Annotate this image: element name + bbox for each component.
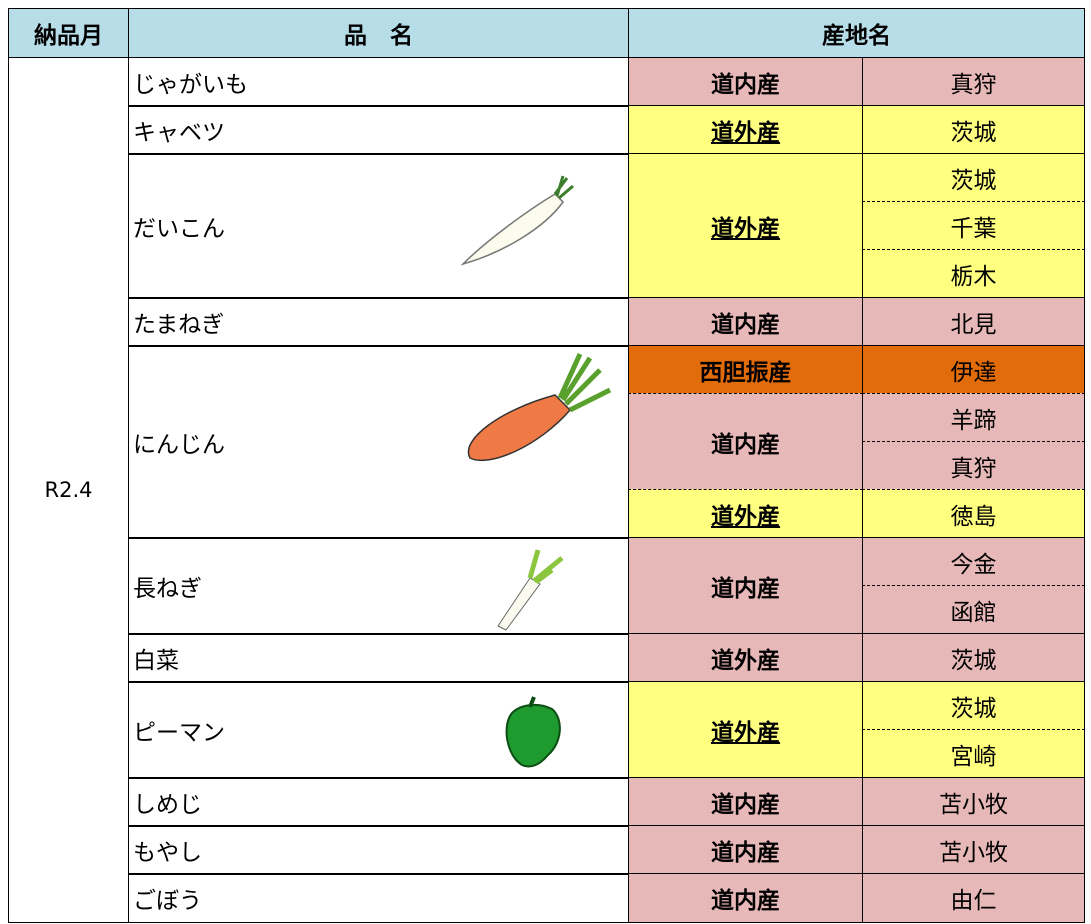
place-cell-text: 由仁 bbox=[950, 887, 997, 914]
item-cell: 白菜 bbox=[128, 633, 629, 683]
region-cell-text: 道内産 bbox=[711, 431, 780, 458]
item-cell-text: ごぼう bbox=[133, 887, 202, 914]
place-cell-text: 茨城 bbox=[950, 167, 997, 194]
item-cell: たまねぎ bbox=[128, 297, 629, 347]
place-cell-text: 宮崎 bbox=[950, 743, 997, 770]
region-cell: 道外産 bbox=[628, 681, 863, 779]
region-cell: 道内産 bbox=[628, 297, 863, 347]
region-cell: 道外産 bbox=[628, 153, 863, 299]
region-cell: 道内産 bbox=[628, 393, 863, 491]
region-cell: 道内産 bbox=[628, 57, 863, 107]
carrot-illustration bbox=[467, 352, 612, 462]
header-origin-text: 産地名 bbox=[822, 23, 891, 49]
item-cell: じゃがいも bbox=[128, 57, 629, 107]
place-cell-text: 函館 bbox=[950, 599, 997, 626]
region-cell-text: 道内産 bbox=[711, 311, 780, 338]
place-cell: 函館 bbox=[862, 585, 1085, 635]
region-cell: 道内産 bbox=[628, 825, 863, 875]
item-cell-text: キャベツ bbox=[133, 119, 225, 146]
place-cell-text: 苫小牧 bbox=[939, 791, 1008, 818]
region-cell: 道外産 bbox=[628, 633, 863, 683]
item-cell: キャベツ bbox=[128, 105, 629, 155]
daikon-illustration bbox=[460, 175, 574, 266]
header-item: 品 名 bbox=[128, 8, 629, 58]
place-cell: 北見 bbox=[862, 297, 1085, 347]
region-cell: 道内産 bbox=[628, 537, 863, 635]
place-cell: 今金 bbox=[862, 537, 1085, 587]
place-cell: 千葉 bbox=[862, 201, 1085, 251]
header-month: 納品月 bbox=[8, 8, 129, 58]
region-cell-text: 道内産 bbox=[711, 791, 780, 818]
place-cell: 伊達 bbox=[862, 345, 1085, 395]
item-cell-text: ピーマン bbox=[133, 719, 225, 746]
region-cell-text: 道外産 bbox=[711, 719, 780, 746]
place-cell: 由仁 bbox=[862, 873, 1085, 923]
region-cell: 西胆振産 bbox=[628, 345, 863, 395]
region-cell-text: 道内産 bbox=[711, 887, 780, 914]
region-cell-text: 道外産 bbox=[711, 647, 780, 674]
place-cell-text: 伊達 bbox=[950, 359, 997, 386]
place-cell-text: 茨城 bbox=[950, 647, 997, 674]
place-cell-text: 羊蹄 bbox=[950, 407, 997, 434]
place-cell: 茨城 bbox=[862, 633, 1085, 683]
place-cell: 真狩 bbox=[862, 57, 1085, 107]
item-cell-text: たまねぎ bbox=[133, 311, 225, 338]
month-cell-text: R2.4 bbox=[44, 478, 93, 502]
leek-illustration bbox=[497, 549, 564, 631]
place-cell-text: 栃木 bbox=[950, 263, 997, 290]
place-cell-text: 今金 bbox=[950, 551, 997, 578]
month-cell: R2.4 bbox=[8, 57, 129, 923]
place-cell: 真狩 bbox=[862, 441, 1085, 491]
header-item-text: 品 名 bbox=[344, 23, 413, 49]
place-cell: 茨城 bbox=[862, 105, 1085, 155]
region-cell-text: 道外産 bbox=[711, 503, 780, 530]
place-cell: 苫小牧 bbox=[862, 777, 1085, 827]
item-cell: しめじ bbox=[128, 777, 629, 827]
region-cell-text: 道外産 bbox=[711, 119, 780, 146]
region-cell-text: 道外産 bbox=[711, 215, 780, 242]
place-cell: 宮崎 bbox=[862, 729, 1085, 779]
item-cell-text: 白菜 bbox=[133, 647, 179, 674]
place-cell: 茨城 bbox=[862, 681, 1085, 731]
place-cell-text: 真狩 bbox=[950, 455, 997, 482]
place-cell-text: 苫小牧 bbox=[939, 839, 1008, 866]
region-cell-text: 道内産 bbox=[711, 839, 780, 866]
place-cell-text: 真狩 bbox=[950, 71, 997, 98]
place-cell: 徳島 bbox=[862, 489, 1085, 539]
place-cell-text: 茨城 bbox=[950, 695, 997, 722]
place-cell-text: 北見 bbox=[950, 311, 997, 338]
place-cell-text: 茨城 bbox=[950, 119, 997, 146]
place-cell-text: 千葉 bbox=[950, 215, 997, 242]
region-cell-text: 道内産 bbox=[711, 575, 780, 602]
region-cell: 道外産 bbox=[628, 105, 863, 155]
place-cell: 羊蹄 bbox=[862, 393, 1085, 443]
place-cell-text: 徳島 bbox=[950, 503, 997, 530]
item-cell: もやし bbox=[128, 825, 629, 875]
item-cell-text: にんじん bbox=[133, 431, 225, 458]
item-cell-text: もやし bbox=[133, 839, 202, 866]
place-cell: 茨城 bbox=[862, 153, 1085, 203]
header-origin: 産地名 bbox=[628, 8, 1085, 58]
item-cell-text: じゃがいも bbox=[133, 71, 248, 98]
place-cell: 栃木 bbox=[862, 249, 1085, 299]
region-cell-text: 道内産 bbox=[711, 71, 780, 98]
item-cell: ごぼう bbox=[128, 873, 629, 923]
region-cell: 道内産 bbox=[628, 777, 863, 827]
place-cell: 苫小牧 bbox=[862, 825, 1085, 875]
item-cell-text: だいこん bbox=[133, 215, 225, 242]
region-cell-text: 西胆振産 bbox=[699, 359, 792, 386]
item-cell-text: しめじ bbox=[133, 791, 202, 818]
item-cell-text: 長ねぎ bbox=[133, 575, 202, 602]
header-month-text: 納品月 bbox=[34, 23, 103, 49]
region-cell: 道外産 bbox=[628, 489, 863, 539]
pepper-illustration bbox=[505, 696, 561, 768]
region-cell: 道内産 bbox=[628, 873, 863, 923]
